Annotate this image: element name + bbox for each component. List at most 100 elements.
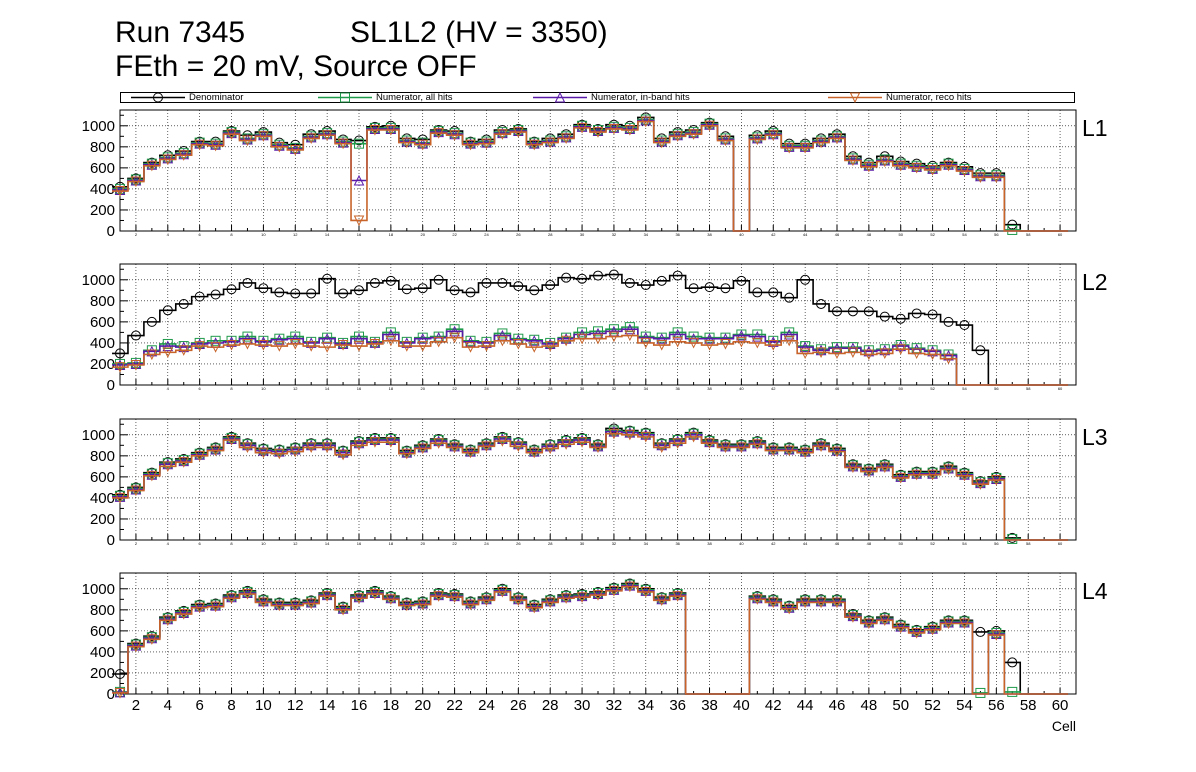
data-point	[242, 442, 253, 454]
data-point	[592, 442, 604, 454]
data-point	[321, 333, 333, 344]
x-tick-label: 2	[135, 541, 138, 546]
data-point	[736, 442, 747, 454]
data-point	[401, 448, 413, 460]
y-tick-label: 800	[90, 139, 115, 156]
x-tick-label: 14	[325, 232, 330, 237]
data-point	[704, 282, 715, 293]
data-point	[704, 120, 715, 132]
y-tick-label: 0	[107, 532, 115, 549]
x-tick-label: 12	[287, 697, 304, 714]
x-tick-label: 24	[484, 386, 489, 391]
x-tick-label: 40	[739, 386, 744, 391]
x-tick-label: 36	[675, 541, 680, 546]
x-tick-label: 44	[803, 386, 808, 391]
data-point	[704, 340, 715, 351]
data-point	[162, 154, 174, 166]
x-tick-label: 20	[421, 386, 426, 391]
x-tick-label: 36	[675, 232, 680, 237]
x-tick-label: 26	[510, 697, 527, 714]
data-point	[289, 338, 301, 350]
data-point	[688, 331, 699, 342]
data-point	[258, 336, 269, 347]
data-point	[656, 340, 668, 351]
x-tick-label: 60	[1058, 386, 1063, 391]
data-point	[337, 447, 349, 458]
x-tick-label: 16	[357, 232, 362, 237]
data-point	[449, 592, 460, 603]
data-point	[927, 345, 938, 357]
legend-label: Denominator	[189, 92, 244, 103]
data-point	[704, 333, 715, 344]
data-point	[608, 269, 619, 280]
x-tick-label: 20	[414, 697, 431, 714]
data-point	[1007, 686, 1018, 697]
data-point	[624, 323, 636, 335]
data-point	[672, 336, 683, 348]
data-point	[321, 442, 333, 454]
x-tick-label: 58	[1020, 697, 1037, 714]
data-point	[672, 131, 683, 142]
data-point	[752, 329, 763, 340]
data-point	[162, 461, 174, 472]
series-numerator-reco-hits	[112, 581, 1069, 699]
y-tick-label: 800	[90, 448, 115, 465]
data-point	[847, 347, 859, 359]
x-tick-label: 36	[675, 386, 680, 391]
data-point	[911, 308, 922, 319]
x-tick-label: 30	[580, 386, 585, 391]
x-tick-label: 58	[1026, 232, 1031, 237]
data-point	[178, 150, 190, 161]
data-point	[752, 330, 763, 342]
data-point	[863, 345, 875, 357]
panel-label: L1	[1082, 115, 1108, 141]
data-point	[305, 598, 317, 610]
data-point	[832, 306, 842, 317]
data-point	[322, 273, 333, 284]
data-point	[513, 281, 524, 292]
x-tick-label: 48	[867, 541, 872, 546]
data-point	[513, 441, 524, 452]
data-point	[146, 470, 158, 482]
data-point	[226, 593, 237, 604]
x-tick-label: 52	[930, 541, 935, 546]
data-point	[385, 328, 397, 340]
data-point	[369, 589, 381, 600]
series-line	[112, 120, 1069, 232]
data-point	[481, 337, 492, 348]
data-point	[959, 166, 970, 177]
data-point	[943, 618, 954, 630]
data-point	[449, 324, 460, 335]
data-point	[353, 593, 365, 604]
x-tick-label: 50	[899, 386, 904, 391]
data-point	[879, 311, 890, 322]
data-point	[433, 435, 444, 447]
data-point	[879, 156, 891, 168]
data-point	[688, 283, 699, 294]
data-point	[385, 335, 397, 347]
data-point	[210, 335, 221, 346]
data-point	[720, 338, 731, 350]
data-point	[162, 340, 174, 352]
data-point	[289, 443, 301, 455]
data-point	[847, 306, 858, 317]
series-numerator-reco-hits	[112, 116, 1069, 232]
data-point	[401, 137, 413, 149]
data-point	[895, 622, 907, 634]
data-point	[306, 288, 317, 299]
x-tick-label: 54	[956, 697, 973, 714]
data-point	[162, 615, 174, 626]
data-point	[783, 445, 795, 457]
data-point	[194, 602, 205, 614]
data-point	[895, 340, 907, 352]
data-point	[130, 176, 142, 188]
data-point	[847, 155, 859, 167]
x-tick-label: 16	[357, 541, 362, 546]
data-point	[656, 439, 668, 451]
x-tick-label: 12	[293, 232, 298, 237]
series-line	[112, 334, 1069, 386]
x-tick-label: 12	[293, 541, 298, 546]
data-point	[385, 437, 397, 448]
data-point	[736, 336, 747, 348]
